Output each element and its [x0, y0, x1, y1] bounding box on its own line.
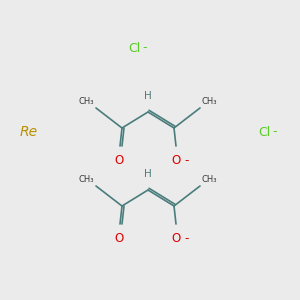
Text: Re: Re [20, 125, 38, 139]
Text: -: - [184, 154, 188, 167]
Text: -: - [184, 232, 188, 245]
Text: CH₃: CH₃ [202, 97, 218, 106]
Text: O: O [114, 232, 124, 245]
Text: H: H [144, 91, 152, 101]
Text: -: - [142, 41, 146, 55]
Text: CH₃: CH₃ [79, 175, 94, 184]
Text: CH₃: CH₃ [202, 175, 218, 184]
Text: CH₃: CH₃ [79, 97, 94, 106]
Text: Cl: Cl [258, 125, 270, 139]
Text: Cl: Cl [128, 41, 140, 55]
Text: O: O [114, 154, 124, 167]
Text: -: - [272, 125, 277, 139]
Text: O: O [171, 154, 181, 167]
Text: O: O [171, 232, 181, 245]
Text: H: H [144, 169, 152, 179]
